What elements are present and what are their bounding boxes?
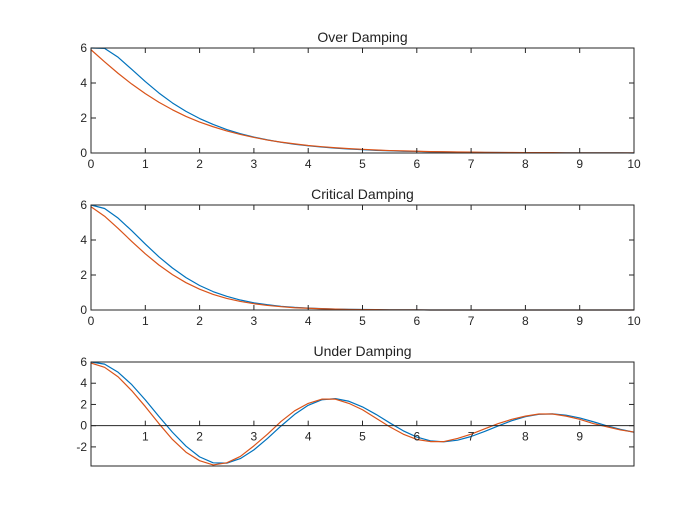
x-tick-label: 3 [251,430,258,444]
y-tick-label: 6 [80,198,87,212]
subplot-title: Under Damping [313,343,411,359]
x-tick-label: 6 [413,314,420,328]
x-tick-label: 4 [305,314,312,328]
subplot-title: Over Damping [317,29,407,45]
y-tick-label: 2 [80,111,87,125]
x-tick-label: 2 [196,314,203,328]
x-ticks: 0 1 2 3 4 5 6 7 8 9 10 [88,205,641,328]
y-tick-label: 0 [80,146,87,160]
y-tick-label: 4 [80,376,87,390]
x-tick-label: 1 [142,314,149,328]
x-tick-label: 9 [576,157,583,171]
y-ticks: 0 2 4 6 [80,41,634,160]
x-tick-label: 5 [359,314,366,328]
plot-lines [90,361,635,466]
x-tick-label: 1 [142,157,149,171]
subplot-under-damping: Under Damping 1 2 3 4 5 6 7 8 9 -2 0 2 4 6 [76,343,635,467]
x-tick-label: 9 [576,430,583,444]
x-tick-label: 2 [196,157,203,171]
x-tick-label: 4 [305,430,312,444]
x-tick-label: 5 [359,430,366,444]
x-ticks: 1 2 3 4 5 6 7 8 9 [142,420,583,444]
x-tick-label: 5 [359,157,366,171]
x-tick-label: 1 [142,430,149,444]
y-tick-label: 6 [80,41,87,55]
subplot-title: Critical Damping [311,186,414,202]
x-tick-label: 8 [522,430,529,444]
x-tick-label: 2 [196,430,203,444]
x-tick-label: 6 [413,430,420,444]
y-ticks: 0 2 4 6 [80,198,634,317]
y-tick-label: 6 [80,355,87,369]
y-tick-label: 4 [80,76,87,90]
x-tick-label: 0 [88,157,95,171]
subplot-critical-damping: Critical Damping 0 1 2 3 4 5 6 7 8 9 10 0 2 4 6 [80,186,641,328]
x-tick-label: 3 [251,157,258,171]
subplot-over-damping: Over Damping 0 1 2 3 4 5 6 7 8 9 10 0 2 4 6 [80,29,641,171]
x-tick-label: 8 [522,314,529,328]
x-tick-label: 3 [251,314,258,328]
y-tick-label: -2 [76,440,87,454]
x-tick-label: 8 [522,157,529,171]
x-tick-label: 0 [88,314,95,328]
x-tick-label: 10 [627,157,641,171]
y-tick-label: 0 [80,419,87,433]
axes-box [90,361,635,467]
y-ticks: -2 0 2 4 6 [76,355,634,454]
x-tick-label: 9 [576,314,583,328]
y-tick-label: 0 [80,303,87,317]
series-line-2 [90,362,635,466]
x-tick-label: 7 [468,430,475,444]
y-tick-label: 2 [80,397,87,411]
y-tick-label: 4 [80,233,87,247]
x-tick-label: 4 [305,157,312,171]
x-tick-label: 7 [468,314,475,328]
y-tick-label: 2 [80,268,87,282]
x-tick-label: 6 [413,157,420,171]
x-tick-label: 10 [627,314,641,328]
x-tick-label: 7 [468,157,475,171]
x-ticks: 0 1 2 3 4 5 6 7 8 9 10 [88,48,641,171]
